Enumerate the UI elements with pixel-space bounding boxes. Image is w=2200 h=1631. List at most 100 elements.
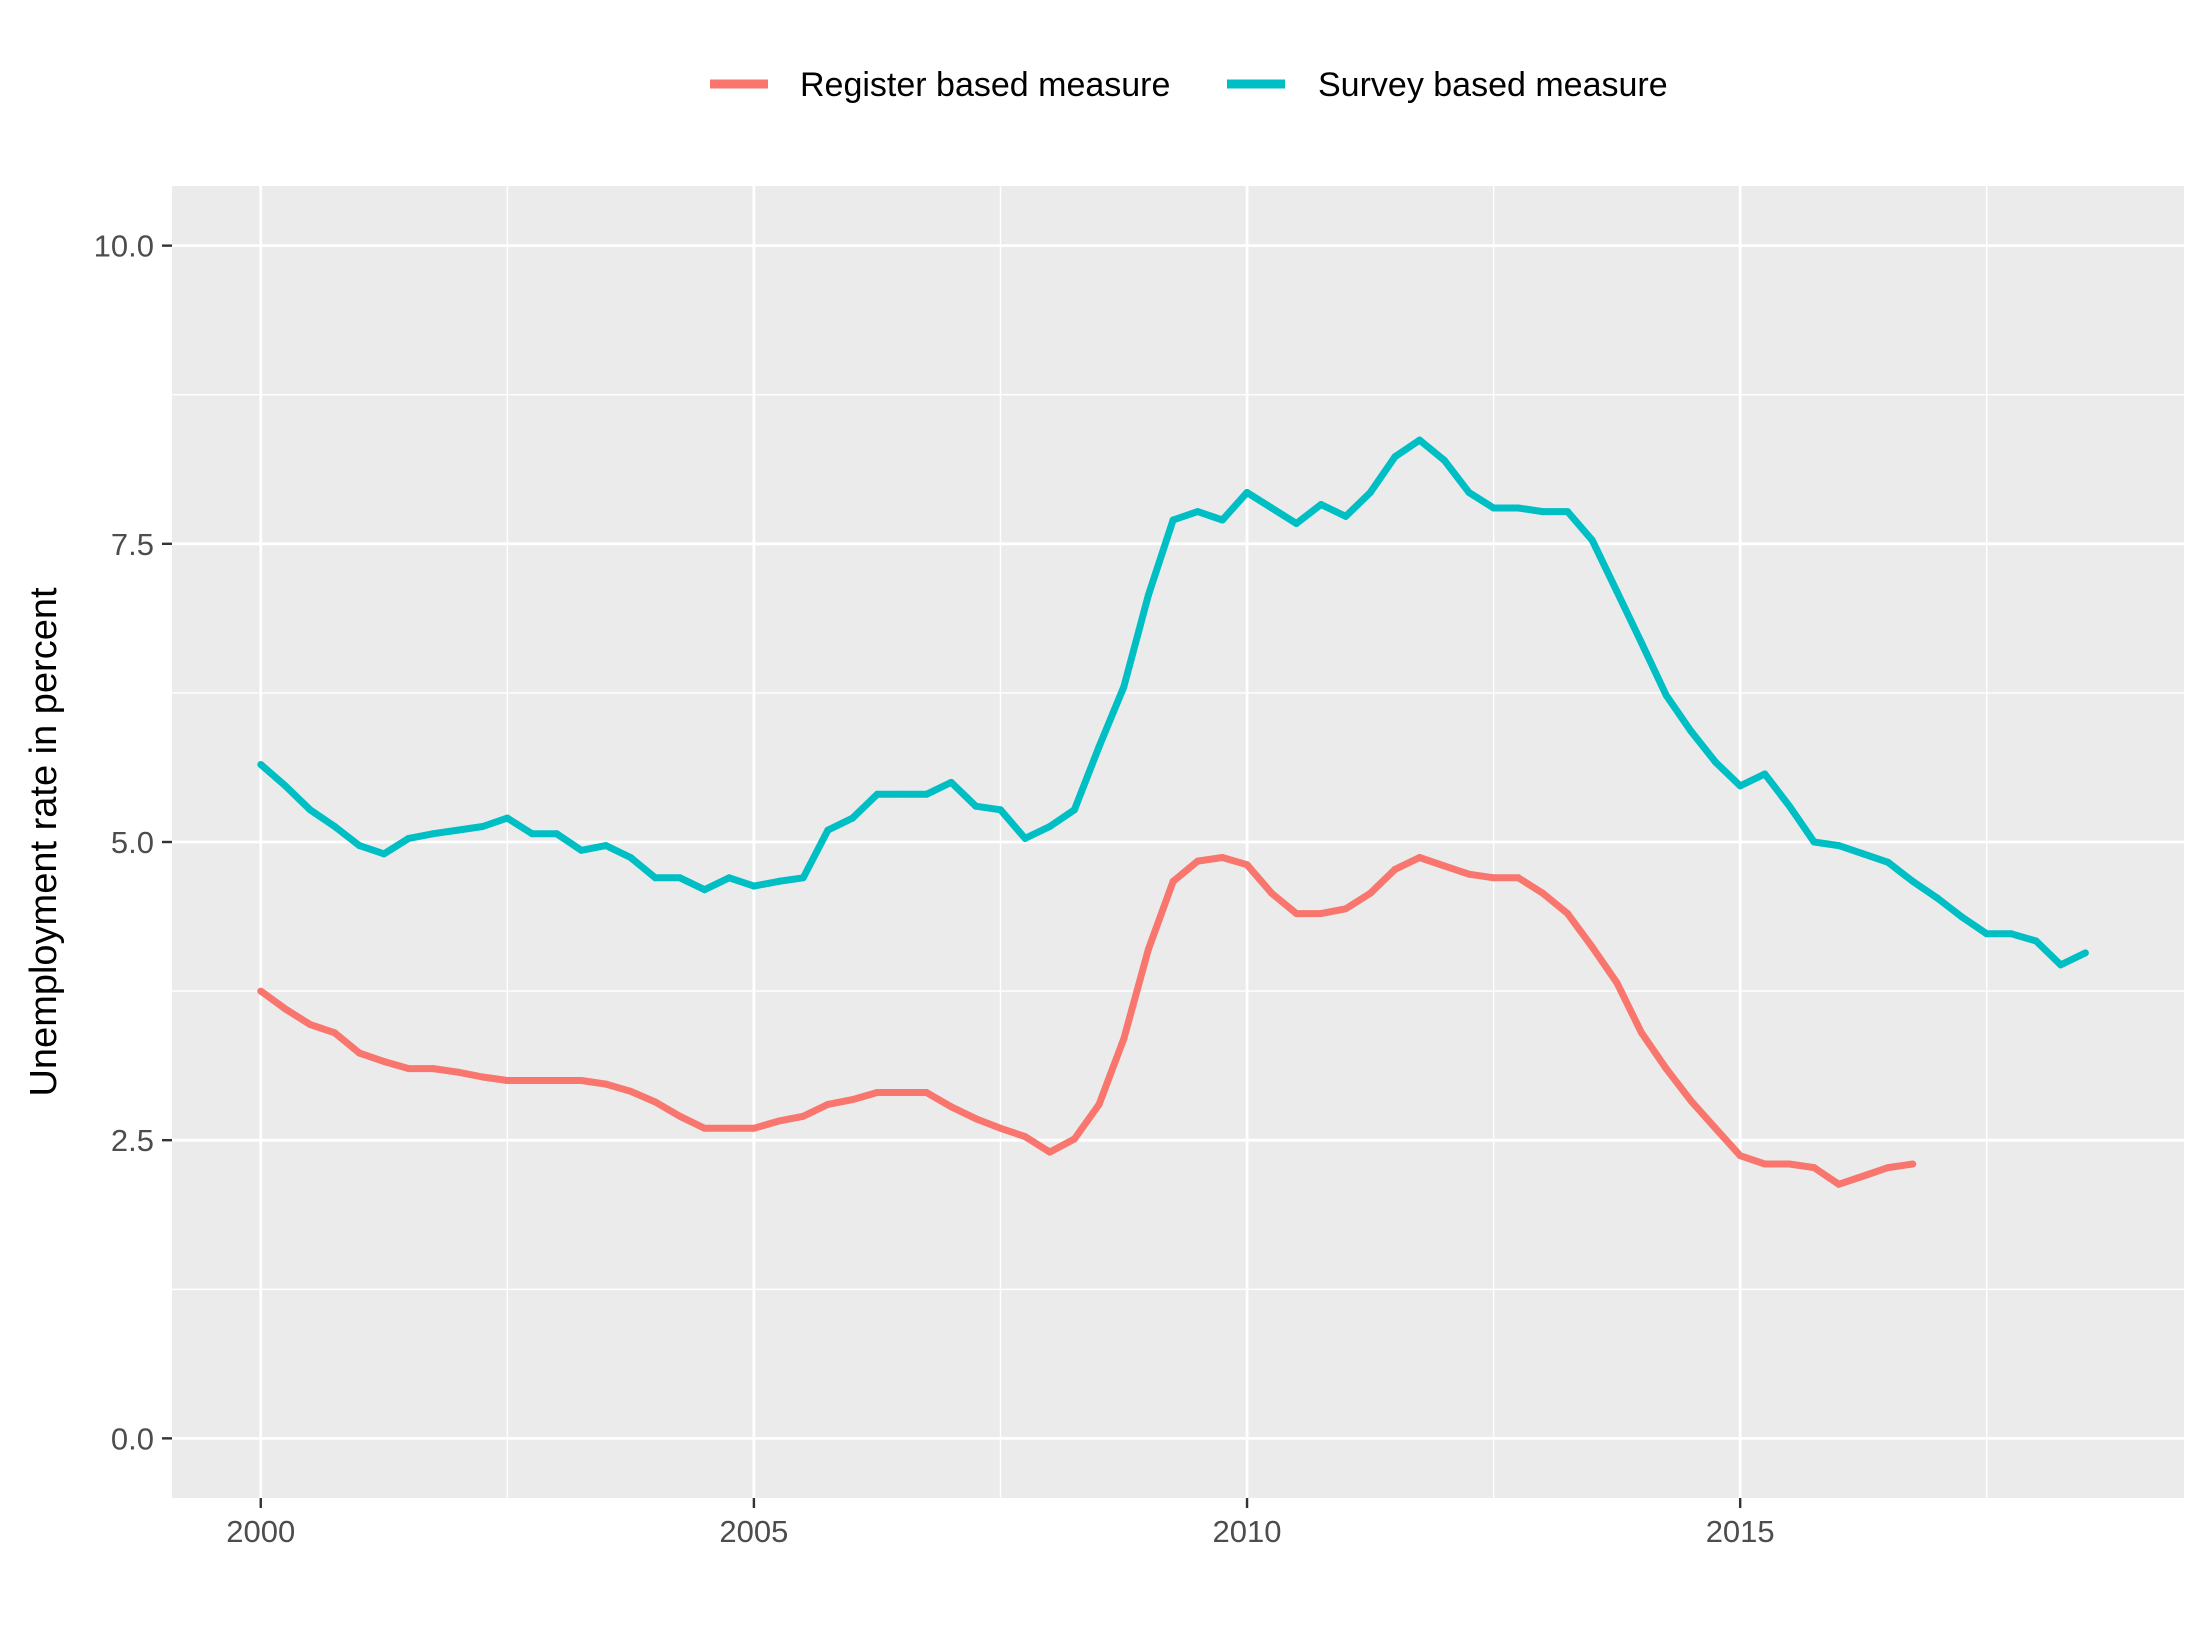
register-based-measure-point <box>602 1080 610 1088</box>
register-based-measure-point <box>824 1100 832 1108</box>
survey-based-measure-point <box>2032 937 2040 945</box>
register-based-measure-point <box>651 1098 659 1106</box>
survey-based-measure-point <box>1416 436 1424 444</box>
survey-based-measure-point <box>1983 930 1991 938</box>
survey-based-measure-point <box>775 877 783 885</box>
survey-based-measure-point <box>1588 536 1596 544</box>
register-based-measure-point <box>1736 1152 1744 1160</box>
register-based-measure-point <box>429 1065 437 1073</box>
survey-based-measure-point <box>1514 504 1522 512</box>
y-axis-title: Unemployment rate in percent <box>23 587 65 1096</box>
survey-based-measure-point <box>602 842 610 850</box>
register-based-measure-point <box>923 1089 930 1096</box>
register-based-measure-point <box>1366 889 1374 897</box>
survey-based-measure-point <box>1317 501 1325 508</box>
survey-based-measure-point <box>1046 823 1054 830</box>
register-based-measure-point <box>1218 854 1226 861</box>
register-based-measure-point <box>1292 910 1300 918</box>
register-based-measure-point <box>750 1124 758 1132</box>
register-based-measure-point <box>331 1029 339 1037</box>
series-lines <box>257 436 2089 1188</box>
x-tick-label: 2010 <box>1213 1514 1282 1549</box>
survey-based-measure-point <box>799 874 807 882</box>
survey-based-measure-point <box>1786 802 1793 810</box>
register-based-measure-point <box>454 1068 462 1076</box>
survey-based-measure-point <box>1933 894 1941 902</box>
register-based-measure-point <box>1317 910 1325 918</box>
survey-based-measure-point <box>997 806 1004 814</box>
register-based-measure-point <box>1835 1180 1843 1188</box>
register-based-measure-point <box>898 1089 906 1096</box>
survey-based-measure-point <box>1662 691 1670 699</box>
register-based-measure-point <box>972 1115 980 1123</box>
register-based-measure-point <box>1169 877 1177 885</box>
register-based-measure-point <box>503 1077 511 1084</box>
x-tick-label: 2005 <box>719 1514 788 1549</box>
register-based-measure-point <box>553 1077 561 1084</box>
register-based-measure-point <box>1021 1133 1029 1141</box>
survey-based-measure-point <box>1613 588 1621 595</box>
register-based-measure-point <box>380 1058 388 1065</box>
survey-based-measure-point <box>1391 453 1399 461</box>
survey-based-measure-point <box>824 826 832 834</box>
register-based-measure-point <box>1884 1164 1892 1172</box>
survey-based-measure-point <box>1120 683 1128 691</box>
register-based-measure-point <box>1465 870 1473 878</box>
survey-based-measure-point <box>1095 743 1103 751</box>
legend-label-survey-based-measure: Survey based measure <box>1318 66 1668 104</box>
survey-based-measure-point <box>1958 913 1966 921</box>
y-tick-label: 10.0 <box>94 229 154 264</box>
register-based-measure-point <box>1588 943 1596 951</box>
register-based-measure-point <box>1046 1148 1054 1156</box>
register-based-measure-point <box>528 1077 536 1084</box>
register-based-measure-point <box>1564 910 1572 918</box>
survey-based-measure-point <box>1070 806 1078 814</box>
x-tick-label: 2000 <box>226 1514 295 1549</box>
survey-based-measure-point <box>454 826 462 834</box>
register-based-measure-point <box>1391 865 1399 873</box>
register-based-measure-point <box>1440 862 1448 870</box>
register-based-measure-point <box>775 1117 783 1125</box>
register-based-measure-point <box>1243 861 1251 869</box>
y-tick-label: 7.5 <box>111 527 154 562</box>
survey-based-measure-point <box>1860 850 1867 858</box>
survey-based-measure-point <box>553 830 561 838</box>
register-based-measure-point <box>1342 905 1350 913</box>
register-based-measure-point <box>873 1089 881 1096</box>
survey-based-measure-point <box>873 790 881 798</box>
legend: Register based measure Survey based measu… <box>710 66 1668 104</box>
register-based-measure-point <box>627 1087 635 1095</box>
survey-based-measure-point <box>1736 782 1744 790</box>
register-based-measure-point <box>355 1049 363 1057</box>
register-based-measure-point <box>577 1077 585 1084</box>
survey-based-measure-point <box>947 778 955 786</box>
survey-based-measure-point <box>1440 456 1448 464</box>
survey-based-measure-point <box>1687 727 1695 735</box>
register-based-measure-point <box>1613 979 1621 987</box>
register-based-measure-point <box>1761 1160 1769 1168</box>
register-based-measure-points <box>257 854 1917 1188</box>
register-based-measure-point <box>1070 1135 1078 1143</box>
survey-based-measure-point <box>479 823 487 830</box>
survey-based-measure-point <box>577 846 585 854</box>
legend-item-register-based-measure: Register based measure <box>710 66 1170 104</box>
register-based-measure-point <box>1662 1065 1670 1073</box>
register-based-measure-point <box>799 1112 807 1120</box>
x-axis: 2000 2005 2010 2015 <box>226 1498 1775 1549</box>
survey-based-measure-point <box>898 790 906 798</box>
survey-based-measure-point <box>1218 516 1226 524</box>
survey-based-measure-point <box>1810 838 1818 846</box>
survey-based-measure-point <box>2007 930 2015 938</box>
survey-based-measure-point <box>1169 516 1177 524</box>
register-based-measure-point <box>1268 889 1276 897</box>
register-based-measure-point <box>1810 1164 1818 1172</box>
register-based-measure-point <box>1194 857 1202 865</box>
survey-based-measure-point <box>429 830 437 838</box>
survey-based-measure-point <box>1490 504 1498 512</box>
register-based-measure-point <box>1095 1100 1103 1108</box>
y-axis: 0.0 2.5 5.0 7.5 10.0 <box>94 229 172 1456</box>
survey-based-measure-point <box>701 886 709 894</box>
survey-based-measure-point <box>1835 842 1843 850</box>
survey-based-measure-point <box>2081 949 2089 957</box>
